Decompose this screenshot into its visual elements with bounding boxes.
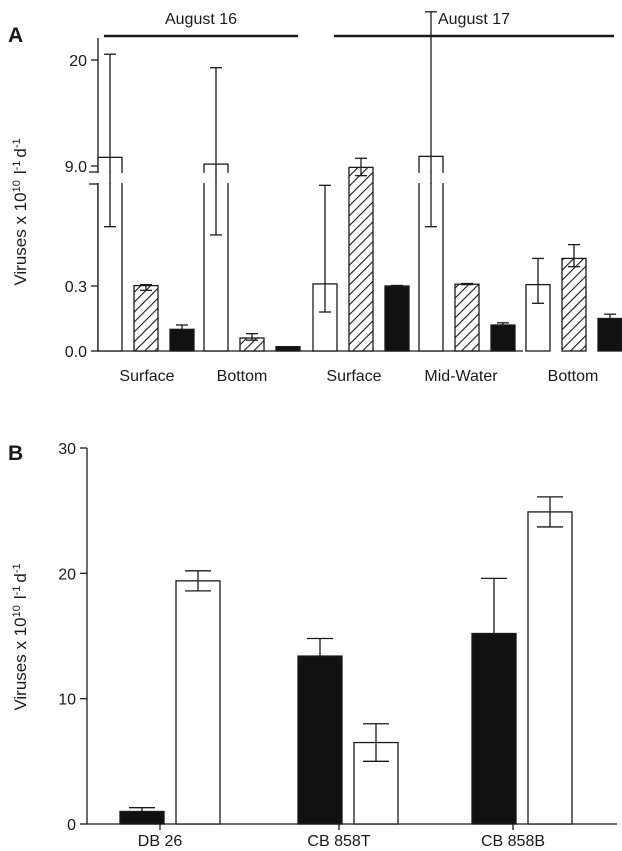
panel-a-bar [597,317,622,352]
panel-a-bar [384,285,410,352]
panel-b-category-label: CB 858B [481,833,545,850]
panel-a-y-tick-label: 0.0 [65,344,87,361]
panel-a-group-label: August 16 [165,11,237,28]
panel-a-bar [561,257,587,352]
panel-a-letter: A [8,24,23,47]
panel-a-group-label: August 17 [438,11,510,28]
panel-a-category-label: Mid-Water [424,368,498,385]
panel-b-category-label: CB 858T [307,833,370,850]
panel-b-category-label: DB 26 [138,833,183,850]
panel-a-y-tick-label: 20 [69,53,87,70]
panel-a-bar [454,283,480,352]
panel-a-category-label: Surface [326,368,381,385]
panel-b-bar [527,511,573,825]
panel-b-y-tick-label: 20 [58,566,76,583]
panel-b-y-axis-label: Viruses x 1010l-1d-1 [11,563,30,710]
panel-b-letter: B [8,442,23,465]
panel-b-y-tick-label: 0 [67,817,76,834]
panel-a: A 0.0 0.3 9.0 20 Surface Bottom Surface Mid-Wa… [8,11,622,385]
panel-a-category-label: Bottom [548,368,599,385]
panel-a-y-tick-label: 9.0 [65,159,87,176]
panel-a-bar [348,166,374,352]
panel-b-y-tick-label: 10 [58,692,76,709]
panel-b-bar [175,580,221,825]
panel-a-bar [133,284,159,352]
panel-b: B 0 10 20 30 DB 26 CB 858T CB 858B Viruses x … [8,441,617,850]
panel-b-bar [297,655,343,825]
panel-b-bar [119,810,165,825]
panel-b-bar [471,632,517,825]
panel-a-bar [490,324,516,352]
panel-a-category-label: Bottom [217,368,268,385]
panel-a-bar [169,328,195,352]
panel-a-category-label: Surface [119,368,174,385]
panel-a-y-axis-label: Viruses x 1010l-1d-1 [11,138,30,285]
panel-b-y-tick-label: 30 [58,441,76,458]
panel-a-y-tick-label: 0.3 [65,279,87,296]
